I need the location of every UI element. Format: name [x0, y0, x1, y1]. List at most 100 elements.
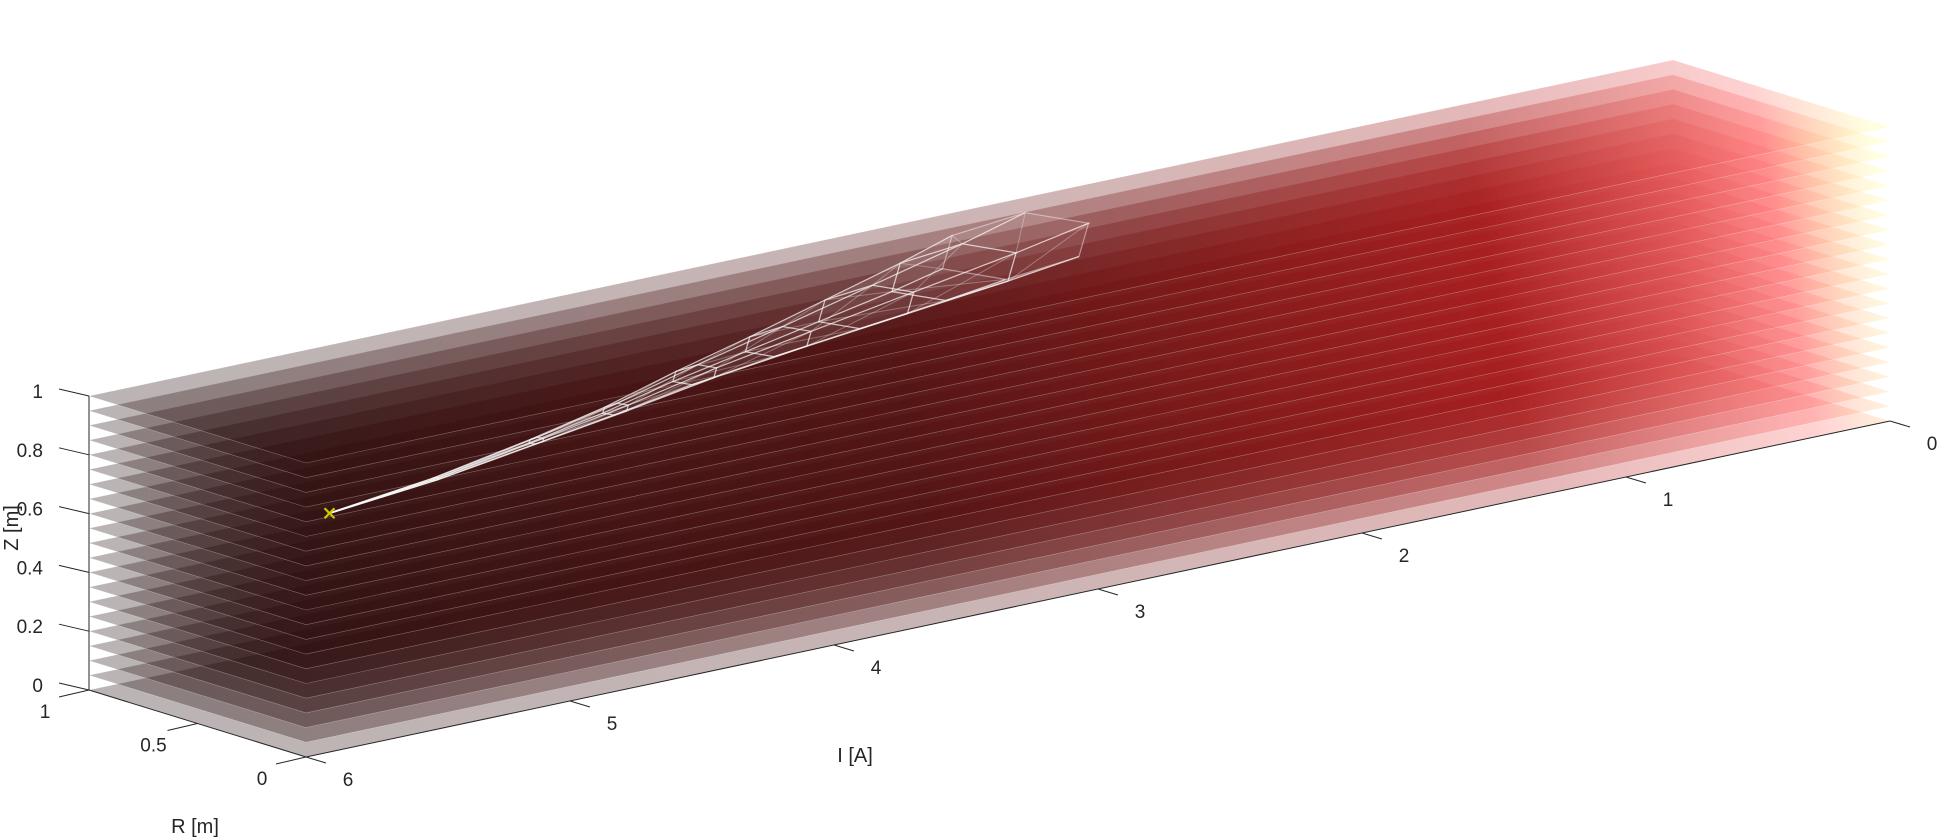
mesh-facet — [604, 364, 698, 408]
mesh-edge — [543, 402, 618, 439]
x-axis-tick-label: 3 — [1135, 602, 1146, 623]
mesh-edge — [329, 479, 439, 515]
mesh-facet — [675, 326, 783, 373]
mesh-edge — [691, 345, 807, 386]
mesh-edge — [328, 480, 435, 514]
mesh-facet — [600, 380, 695, 416]
mesh-edge — [810, 284, 873, 332]
mesh-facet — [625, 366, 718, 412]
x-axis-tick-label: 0 — [1927, 434, 1938, 455]
x-axis-tick — [305, 756, 327, 764]
mesh-facet — [816, 290, 946, 330]
mesh-facet — [824, 243, 963, 301]
mesh-facet — [749, 284, 873, 338]
y-axis-label: R [m] — [171, 816, 219, 838]
mesh-facet — [541, 404, 630, 443]
z-axis-tick — [58, 388, 90, 397]
mesh-facet — [906, 251, 1018, 315]
mesh-edge — [435, 439, 531, 478]
mesh-facet — [960, 212, 1091, 254]
mesh-facet — [945, 256, 1080, 302]
x-axis-tick-label: 5 — [607, 714, 618, 735]
z-axis-tick — [58, 682, 90, 691]
mesh-facet — [437, 437, 545, 481]
mesh-facet — [859, 280, 1009, 330]
mesh-edge — [329, 477, 439, 514]
z-axis-tick — [58, 506, 90, 515]
x-axis-tick — [1097, 588, 1119, 596]
mesh-facet — [529, 402, 618, 441]
mesh-edge — [613, 377, 714, 416]
mesh-edge — [528, 414, 615, 444]
x-axis-tick — [1361, 532, 1383, 540]
z-axis-tick-label: 1 — [32, 382, 43, 403]
y-axis-tick-label: 0.5 — [140, 736, 166, 757]
mesh-facet — [613, 377, 715, 416]
mesh-edge — [713, 330, 812, 379]
x-axis-label: I [A] — [837, 745, 873, 767]
mesh-edge — [951, 235, 963, 245]
z-axis-tick — [58, 564, 90, 573]
y-axis-tick — [167, 723, 198, 731]
mesh-edge — [818, 300, 946, 323]
z-axis-tick-label: 0 — [32, 676, 43, 697]
mesh-edge — [872, 262, 901, 286]
z-axis-tick-label: 0.8 — [17, 441, 43, 462]
z-axis-tick — [58, 623, 90, 632]
mesh-facet — [899, 212, 1026, 264]
z-axis-tick-label: 0.6 — [17, 500, 43, 521]
mesh-edge — [602, 384, 693, 414]
y-axis-tick-label: 1 — [40, 702, 51, 723]
mesh-edge — [806, 291, 914, 347]
mesh-edge — [330, 476, 436, 514]
mesh-edge — [859, 280, 1009, 330]
mesh-facet — [817, 262, 902, 323]
mesh-facet — [712, 330, 813, 379]
mesh-facet — [780, 284, 916, 332]
mesh-facet — [535, 402, 631, 439]
axes: 0 1 2 3 4 5 6 0 0.5 1 0 0.2 0.4 0.6 0.8 1 — [17, 382, 1938, 791]
mesh-facet — [601, 370, 677, 415]
mesh-edge — [749, 321, 819, 338]
y-axis-tick — [58, 689, 90, 698]
trajectory-mesh — [326, 212, 1091, 515]
mesh-facet — [805, 291, 915, 348]
mesh-edge — [431, 442, 530, 480]
mesh-edge — [824, 291, 893, 301]
x-axis-tick — [1889, 420, 1911, 428]
mesh-edge — [697, 336, 751, 366]
mesh-facet — [535, 410, 627, 445]
x-axis-tick-label: 2 — [1399, 546, 1410, 567]
mesh-facet — [744, 298, 826, 353]
mesh-facet — [429, 442, 538, 482]
mesh-edge — [773, 313, 908, 358]
mesh-edge — [434, 441, 543, 482]
source-marker — [323, 507, 336, 519]
x-axis-tick-label: 6 — [343, 770, 354, 791]
z-axis-tick-label: 0.2 — [17, 617, 43, 638]
mesh-edge — [907, 252, 1017, 315]
mesh-facet — [434, 441, 543, 482]
mesh-facet — [670, 351, 775, 386]
mesh-facet — [433, 436, 547, 479]
mesh-edge — [628, 364, 698, 406]
x-axis-tick — [1625, 476, 1647, 484]
mesh-edge — [716, 326, 783, 369]
mesh-edge — [329, 478, 433, 514]
mesh-edge — [604, 381, 674, 408]
mesh-facet — [870, 243, 1019, 293]
mesh-edge — [617, 371, 676, 404]
mesh-edge — [1015, 212, 1026, 253]
x-axis-tick-label: 1 — [1663, 490, 1674, 511]
mesh-edge — [328, 479, 432, 514]
mesh-facet — [773, 313, 908, 358]
mesh-facet — [430, 438, 531, 482]
z-axis-tick — [58, 447, 90, 456]
mesh-edge — [438, 436, 538, 479]
mesh-facet — [743, 321, 861, 358]
mesh-edge — [1007, 222, 1089, 282]
mesh-facet — [1007, 222, 1090, 283]
mesh-facet — [528, 406, 606, 444]
mesh-edge — [675, 351, 746, 372]
mesh-edge — [913, 243, 963, 293]
